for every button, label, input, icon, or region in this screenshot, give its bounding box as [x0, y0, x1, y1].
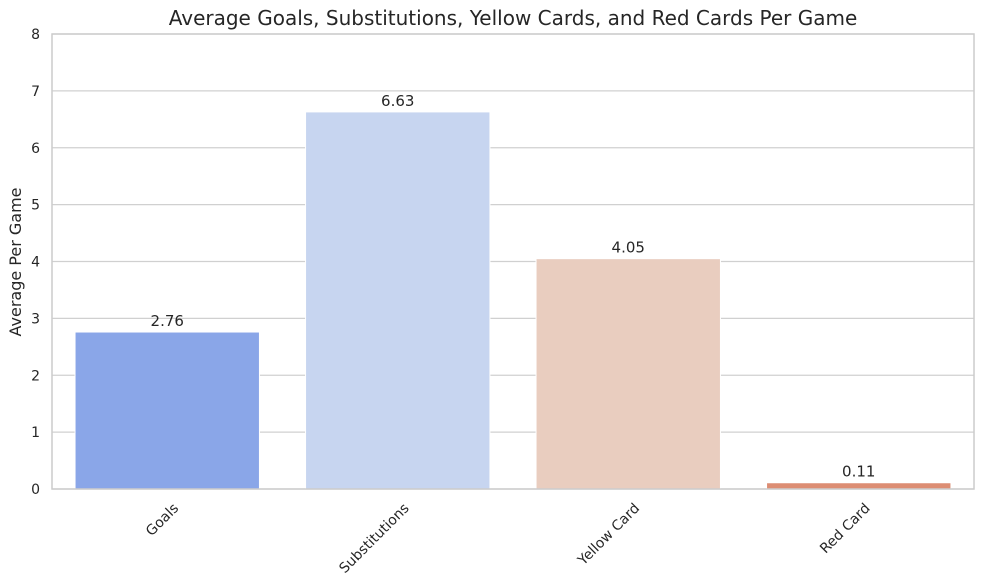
- y-tick-label: 2: [31, 368, 40, 384]
- y-tick-label: 1: [31, 425, 40, 441]
- y-tick-label: 3: [31, 311, 40, 327]
- y-tick-labels: 0 1 2 3 4 5 6 7 8: [31, 27, 40, 498]
- y-axis-label: Average Per Game: [6, 187, 25, 336]
- bars: [74, 111, 952, 490]
- x-tick-label: Red Card: [817, 501, 873, 557]
- bar-substitutions: [305, 111, 491, 490]
- data-label: 2.76: [151, 312, 184, 330]
- data-label: 0.11: [842, 463, 875, 481]
- bar-yellow-card: [535, 258, 721, 490]
- y-tick-label: 6: [31, 141, 40, 157]
- x-tick-label: Goals: [143, 501, 182, 540]
- y-tick-label: 7: [31, 84, 40, 100]
- chart-title: Average Goals, Substitutions, Yellow Car…: [169, 6, 858, 30]
- x-tick-labels: Goals Substitutions Yellow Card Red Card: [143, 501, 874, 577]
- y-tick-label: 4: [31, 255, 40, 271]
- plot-frame: [51, 33, 975, 490]
- y-tick-label: 8: [31, 27, 40, 43]
- data-label: 4.05: [612, 239, 645, 257]
- y-tick-label: 0: [31, 482, 40, 498]
- bar-red-card: [766, 482, 952, 490]
- bar-goals: [74, 331, 260, 490]
- data-labels: 2.76 6.63 4.05 0.11: [151, 92, 876, 481]
- y-tick-label: 5: [31, 198, 40, 214]
- x-tick-label: Substitutions: [336, 501, 412, 577]
- data-label: 6.63: [381, 92, 414, 110]
- x-tick-label: Yellow Card: [574, 501, 643, 570]
